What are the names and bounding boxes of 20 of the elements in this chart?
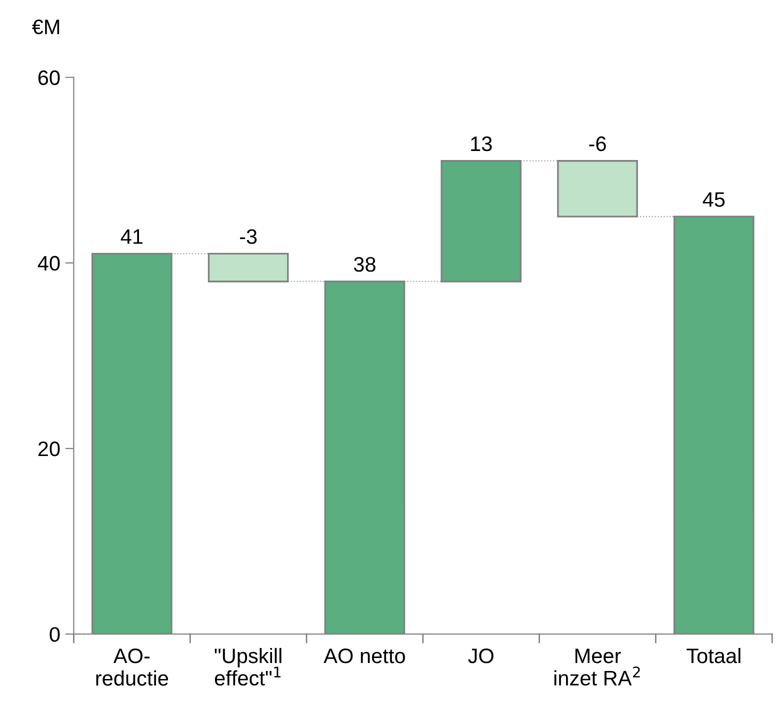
data-label: 13 (471, 136, 492, 152)
bar (208, 252, 289, 282)
bar (440, 160, 522, 282)
data-label: 41 (120, 229, 142, 244)
x-tick-label: Meer inzet RA$^{2}$ (554, 648, 640, 686)
x-tick-label: AO netto (324, 648, 405, 664)
y-axis-title: €M (32, 20, 60, 34)
y-tick-label: 60 (38, 70, 60, 86)
data-label: -3 (240, 229, 257, 244)
data-label: -6 (589, 136, 606, 152)
x-tick-label: AO- reductie (96, 648, 168, 686)
data-label: 45 (702, 192, 725, 207)
x-tick-label: Totaal (686, 648, 740, 664)
y-tick-label: 20 (38, 442, 60, 456)
bar (557, 160, 638, 218)
data-label: 38 (354, 257, 376, 272)
x-tick-label: JO (468, 648, 494, 664)
x-tick-label: "Upskill effect"$^{1}$ (214, 648, 282, 686)
y-tick-label: 40 (38, 256, 60, 271)
y-tick-label: 0 (50, 627, 60, 642)
